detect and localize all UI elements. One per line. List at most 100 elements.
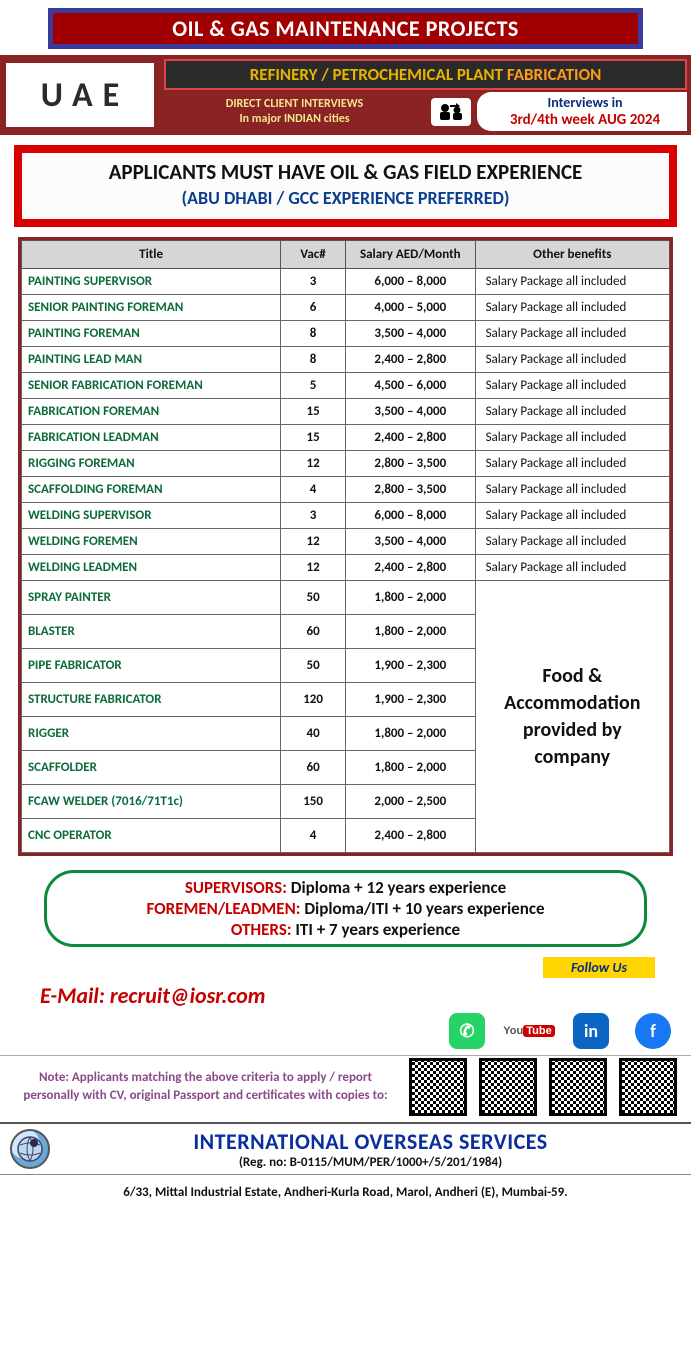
qr-code-icon xyxy=(619,1058,677,1116)
cell-title: SENIOR FABRICATION FOREMAN xyxy=(22,373,281,399)
table-row: FABRICATION LEADMAN152,400 – 2,800Salary… xyxy=(22,425,670,451)
cell-vac: 50 xyxy=(281,581,346,615)
sched-l1: Interviews in xyxy=(495,94,675,111)
cell-benefit: Salary Package all included xyxy=(475,529,669,555)
cell-benefit: Salary Package all included xyxy=(475,555,669,581)
cell-salary: 4,500 – 6,000 xyxy=(345,373,475,399)
interview-l2: In major INDIAN cities xyxy=(164,112,425,126)
cell-salary: 2,400 – 2,800 xyxy=(345,819,475,853)
cell-salary: 1,900 – 2,300 xyxy=(345,683,475,717)
jobs-table-wrap: Title Vac# Salary AED/Month Other benefi… xyxy=(18,237,673,856)
cell-salary: 3,500 – 4,000 xyxy=(345,321,475,347)
cell-vac: 12 xyxy=(281,555,346,581)
cell-vac: 5 xyxy=(281,373,346,399)
linkedin-icon[interactable]: in xyxy=(573,1013,609,1049)
cell-title: STRUCTURE FABRICATOR xyxy=(22,683,281,717)
cell-title: SPRAY PAINTER xyxy=(22,581,281,615)
cell-title: WELDING LEADMEN xyxy=(22,555,281,581)
cell-title: WELDING SUPERVISOR xyxy=(22,503,281,529)
header-row: UAE REFINERY / PETROCHEMICAL PLANT FABRI… xyxy=(0,55,691,135)
exp-l1: APPLICANTS MUST HAVE OIL & GAS FIELD EXP… xyxy=(28,159,663,185)
table-row: SENIOR PAINTING FOREMAN64,000 – 5,000Sal… xyxy=(22,295,670,321)
qr-code-icon xyxy=(479,1058,537,1116)
company-reg: (Reg. no: B-0115/MUM/PER/1000+/5/201/198… xyxy=(60,1155,681,1170)
table-row: WELDING LEADMEN122,400 – 2,800Salary Pac… xyxy=(22,555,670,581)
table-row: PAINTING SUPERVISOR36,000 – 8,000Salary … xyxy=(22,269,670,295)
cell-title: WELDING FOREMEN xyxy=(22,529,281,555)
cell-vac: 3 xyxy=(281,269,346,295)
refinery-pre: REFINERY / PETROCHEMICAL PLANT xyxy=(250,64,507,85)
cell-benefit: Salary Package all included xyxy=(475,503,669,529)
main-banner-title: OIL & GAS MAINTENANCE PROJECTS xyxy=(172,15,519,42)
experience-banner: APPLICANTS MUST HAVE OIL & GAS FIELD EXP… xyxy=(14,145,677,227)
note-row: Note: Applicants matching the above crit… xyxy=(0,1055,691,1122)
cell-vac: 4 xyxy=(281,819,346,853)
cell-salary: 1,800 – 2,000 xyxy=(345,717,475,751)
cell-vac: 60 xyxy=(281,751,346,785)
cell-vac: 8 xyxy=(281,321,346,347)
cell-salary: 4,000 – 5,000 xyxy=(345,295,475,321)
th-vac: Vac# xyxy=(281,241,346,269)
cell-benefit: Salary Package all included xyxy=(475,321,669,347)
interview-left: DIRECT CLIENT INTERVIEWS In major INDIAN… xyxy=(164,97,425,126)
qr-code-icon xyxy=(409,1058,467,1116)
jobs-table: Title Vac# Salary AED/Month Other benefi… xyxy=(21,240,670,853)
cell-vac: 50 xyxy=(281,649,346,683)
cell-vac: 8 xyxy=(281,347,346,373)
cell-salary: 1,800 – 2,000 xyxy=(345,751,475,785)
cell-title: RIGGER xyxy=(22,717,281,751)
cell-vac: 40 xyxy=(281,717,346,751)
th-salary: Salary AED/Month xyxy=(345,241,475,269)
follow-us-chip: Follow Us xyxy=(543,957,655,978)
company-text: INTERNATIONAL OVERSEAS SERVICES (Reg. no… xyxy=(60,1128,681,1170)
table-row: SENIOR FABRICATION FOREMAN54,500 – 6,000… xyxy=(22,373,670,399)
cell-benefit: Salary Package all included xyxy=(475,295,669,321)
sched-l2: 3rd/4th week AUG 2024 xyxy=(495,111,675,129)
cell-title: FABRICATION FOREMAN xyxy=(22,399,281,425)
cell-vac: 60 xyxy=(281,615,346,649)
social-row: ✆ YouTube in f xyxy=(0,1009,691,1055)
qualifications-box: SUPERVISORS: Diploma + 12 years experien… xyxy=(44,870,647,947)
cell-salary: 1,800 – 2,000 xyxy=(345,615,475,649)
cell-title: BLASTER xyxy=(22,615,281,649)
email-text: E-Mail: recruit@iosr.com xyxy=(16,982,675,1009)
cell-vac: 3 xyxy=(281,503,346,529)
cell-benefit: Salary Package all included xyxy=(475,347,669,373)
cell-vac: 15 xyxy=(281,399,346,425)
table-row: PAINTING LEAD MAN82,400 – 2,800Salary Pa… xyxy=(22,347,670,373)
company-block: INTERNATIONAL OVERSEAS SERVICES (Reg. no… xyxy=(0,1122,691,1175)
youtube-icon[interactable]: YouTube xyxy=(511,1013,547,1049)
cell-benefit-merged: Food & Accommodation provided by company xyxy=(475,581,669,853)
table-row: WELDING SUPERVISOR36,000 – 8,000Salary P… xyxy=(22,503,670,529)
people-icon xyxy=(431,98,471,126)
cell-title: SCAFFOLDING FOREMAN xyxy=(22,477,281,503)
whatsapp-icon[interactable]: ✆ xyxy=(449,1013,485,1049)
th-title: Title xyxy=(22,241,281,269)
cell-benefit: Salary Package all included xyxy=(475,451,669,477)
cell-salary: 2,800 – 3,500 xyxy=(345,451,475,477)
cell-benefit: Salary Package all included xyxy=(475,269,669,295)
cell-salary: 1,800 – 2,000 xyxy=(345,581,475,615)
interview-schedule: Interviews in 3rd/4th week AUG 2024 xyxy=(477,92,687,131)
cell-vac: 150 xyxy=(281,785,346,819)
cell-salary: 2,800 – 3,500 xyxy=(345,477,475,503)
cell-title: PAINTING FOREMAN xyxy=(22,321,281,347)
cell-benefit: Salary Package all included xyxy=(475,373,669,399)
table-row: WELDING FOREMEN123,500 – 4,000Salary Pac… xyxy=(22,529,670,555)
cell-vac: 4 xyxy=(281,477,346,503)
cell-title: SCAFFOLDER xyxy=(22,751,281,785)
cell-title: PAINTING LEAD MAN xyxy=(22,347,281,373)
cell-benefit: Salary Package all included xyxy=(475,477,669,503)
table-row: RIGGING FOREMAN122,800 – 3,500Salary Pac… xyxy=(22,451,670,477)
th-benefits: Other benefits xyxy=(475,241,669,269)
cell-salary: 2,400 – 2,800 xyxy=(345,555,475,581)
cell-benefit: Salary Package all included xyxy=(475,399,669,425)
cell-vac: 12 xyxy=(281,451,346,477)
exp-l2: (ABU DHABI / GCC EXPERIENCE PREFERRED) xyxy=(28,187,663,209)
refinery-fab: FABRICATION xyxy=(507,64,601,85)
cell-title: FABRICATION LEADMAN xyxy=(22,425,281,451)
table-header-row: Title Vac# Salary AED/Month Other benefi… xyxy=(22,241,670,269)
facebook-icon[interactable]: f xyxy=(635,1013,671,1049)
country-block: UAE xyxy=(0,57,160,133)
cell-title: FCAW WELDER (7016/71T1c) xyxy=(22,785,281,819)
